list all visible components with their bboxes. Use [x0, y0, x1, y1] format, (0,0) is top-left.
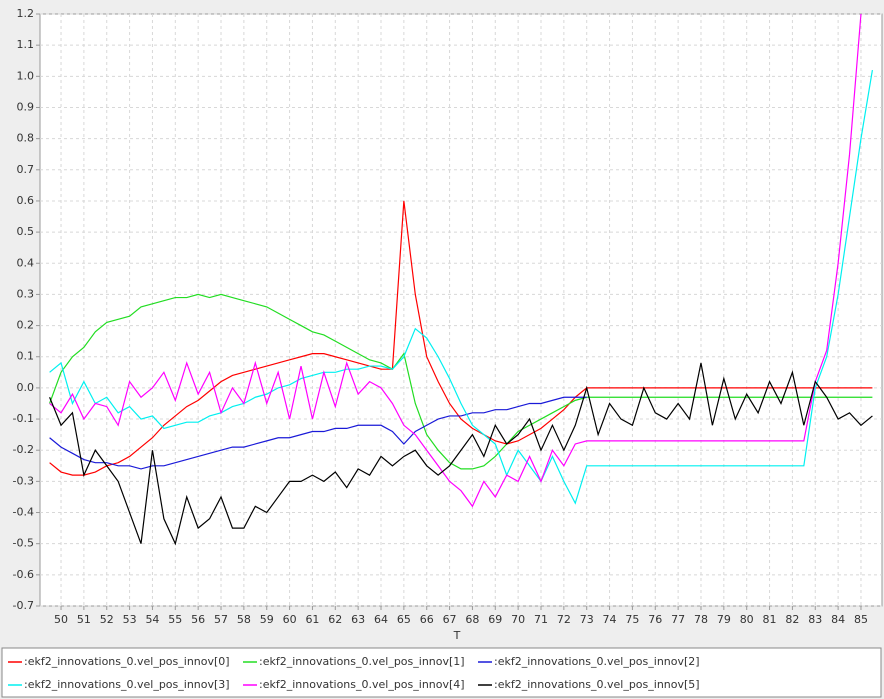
x-tick-label: 59 [260, 613, 274, 626]
x-tick-label: 82 [785, 613, 799, 626]
y-tick-label: 1.2 [17, 7, 35, 20]
x-tick-label: 84 [831, 613, 845, 626]
x-tick-label: 68 [465, 613, 479, 626]
series-group [49, 14, 873, 546]
y-tick-label: 0.4 [17, 256, 35, 269]
x-tick-label: 50 [54, 613, 68, 626]
series-line [49, 396, 587, 470]
x-tick-label: 67 [443, 613, 457, 626]
y-tick-label: -0.4 [13, 506, 34, 519]
x-tick-label: 71 [534, 613, 548, 626]
x-tick-label: 72 [557, 613, 571, 626]
x-tick-label: 58 [237, 613, 251, 626]
y-tick-label: 0.3 [17, 287, 35, 300]
x-tick-label: 76 [648, 613, 662, 626]
series-line [49, 14, 862, 508]
x-tick-label: 66 [420, 613, 434, 626]
series-line [49, 362, 873, 546]
x-tick-label: 64 [374, 613, 388, 626]
x-tick-label: 73 [580, 613, 594, 626]
y-tick-label: -0.6 [13, 568, 34, 581]
x-tick-label: 80 [740, 613, 754, 626]
x-tick-label: 85 [854, 613, 868, 626]
y-tick-label: -0.3 [13, 474, 34, 487]
legend-label: :ekf2_innovations_0.vel_pos_innov[4] [259, 678, 465, 691]
x-tick-label: 74 [603, 613, 617, 626]
y-tick-label: 0.2 [17, 319, 35, 332]
series-line [49, 293, 873, 470]
x-tick-label: 51 [77, 613, 91, 626]
y-tick-label: 0.9 [17, 100, 35, 113]
x-tick-label: 65 [397, 613, 411, 626]
x-tick-label: 56 [191, 613, 205, 626]
series-line [49, 69, 873, 505]
legend-label: :ekf2_innovations_0.vel_pos_innov[0] [24, 655, 230, 668]
legend-label: :ekf2_innovations_0.vel_pos_innov[5] [494, 678, 700, 691]
legend-label: :ekf2_innovations_0.vel_pos_innov[1] [259, 655, 465, 668]
x-tick-label: 70 [511, 613, 525, 626]
y-tick-label: -0.2 [13, 443, 34, 456]
series-line [49, 200, 873, 476]
legend-label: :ekf2_innovations_0.vel_pos_innov[3] [24, 678, 230, 691]
y-tick-label: 1.1 [17, 38, 35, 51]
y-tick-label: -0.7 [13, 599, 34, 612]
y-tick-label: 1.0 [17, 69, 35, 82]
y-tick-label: 0.6 [17, 194, 35, 207]
y-tick-label: 0.1 [17, 350, 35, 363]
x-tick-label: 69 [488, 613, 502, 626]
x-tick-label: 61 [305, 613, 319, 626]
y-tick-label: -0.1 [13, 412, 34, 425]
x-axis-label: T [453, 629, 461, 642]
y-tick-label: -0.5 [13, 537, 34, 550]
x-tick-label: 83 [808, 613, 822, 626]
plot-area [39, 13, 883, 607]
y-tick-label: 0.0 [17, 381, 35, 394]
y-tick-label: 0.8 [17, 132, 35, 145]
legend-label: :ekf2_innovations_0.vel_pos_innov[2] [494, 655, 700, 668]
x-tick-label: 60 [283, 613, 297, 626]
x-tick-label: 81 [763, 613, 777, 626]
y-tick-label: 0.5 [17, 225, 35, 238]
x-tick-label: 78 [694, 613, 708, 626]
x-tick-label: 62 [328, 613, 342, 626]
x-tick-label: 53 [123, 613, 137, 626]
x-tick-label: 63 [351, 613, 365, 626]
x-tick-label: 54 [145, 613, 159, 626]
x-tick-label: 77 [671, 613, 685, 626]
x-tick-label: 55 [168, 613, 182, 626]
y-tick-label: 0.7 [17, 163, 35, 176]
x-tick-label: 75 [625, 613, 639, 626]
x-tick-label: 79 [717, 613, 731, 626]
x-tick-label: 52 [100, 613, 114, 626]
legend [1, 647, 882, 698]
x-tick-label: 57 [214, 613, 228, 626]
